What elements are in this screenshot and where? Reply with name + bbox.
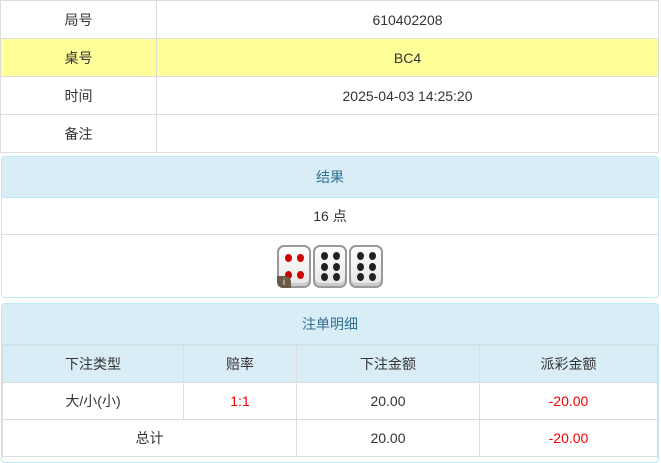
pip — [320, 262, 328, 271]
round-info-table: 局号 610402208 桌号 BC4 时间 2025-04-03 14:25:20 … — [0, 0, 659, 153]
table-row: 大/小(小) 1:1 20.00 -20.00 — [2, 382, 658, 420]
header-bet-type: 下注类型 — [2, 345, 184, 383]
pip — [284, 271, 292, 280]
label: 局号 — [0, 0, 157, 39]
die-6 — [313, 245, 347, 288]
header-odds: 赔率 — [183, 345, 297, 383]
value: BC4 — [156, 38, 659, 77]
pip — [284, 253, 292, 262]
pip — [332, 251, 340, 260]
total-amount: 20.00 — [296, 419, 480, 457]
bet-type: 大/小(小) — [2, 382, 184, 420]
die-4: i — [277, 245, 311, 288]
result-panel: 结果 16 点 i — [1, 156, 659, 298]
bet-amount: 20.00 — [296, 382, 480, 420]
bet-detail-title: 注单明细 — [2, 304, 658, 345]
label: 桌号 — [0, 38, 157, 77]
value — [156, 114, 659, 153]
pip — [332, 262, 340, 271]
value: 2025-04-03 14:25:20 — [156, 76, 659, 115]
value: 610402208 — [156, 0, 659, 39]
result-title: 结果 — [2, 157, 658, 198]
remark-row: 备注 — [0, 114, 659, 153]
round-number-row: 局号 610402208 — [0, 0, 659, 39]
pip — [368, 273, 376, 282]
table-number-row: 桌号 BC4 — [0, 38, 659, 77]
pip — [368, 262, 376, 271]
odds: 1:1 — [183, 382, 297, 420]
total-label: 总计 — [2, 419, 297, 457]
label: 备注 — [0, 114, 157, 153]
pip — [332, 273, 340, 282]
payout: -20.00 — [479, 382, 658, 420]
die-6 — [349, 245, 383, 288]
label: 时间 — [0, 76, 157, 115]
header-payout: 派彩金额 — [479, 345, 658, 383]
total-payout: -20.00 — [479, 419, 658, 457]
pip — [296, 253, 304, 262]
time-row: 时间 2025-04-03 14:25:20 — [0, 76, 659, 115]
bet-table: 下注类型 赔率 下注金额 派彩金额 大/小(小) 1:1 20.00 -20.0… — [2, 345, 658, 457]
pip — [320, 273, 328, 282]
header-bet-amount: 下注金额 — [296, 345, 480, 383]
pip — [356, 273, 364, 282]
pip — [296, 271, 304, 280]
pip — [356, 251, 364, 260]
info-icon[interactable]: i — [277, 276, 291, 288]
bet-detail-panel: 注单明细 下注类型 赔率 下注金额 派彩金额 大/小(小) 1:1 20.00 … — [1, 303, 659, 463]
total-row: 总计 20.00 -20.00 — [2, 419, 658, 457]
dice-row: i — [2, 235, 658, 297]
pip — [320, 251, 328, 260]
pip — [368, 251, 376, 260]
result-points: 16 点 — [2, 198, 658, 235]
pip — [356, 262, 364, 271]
